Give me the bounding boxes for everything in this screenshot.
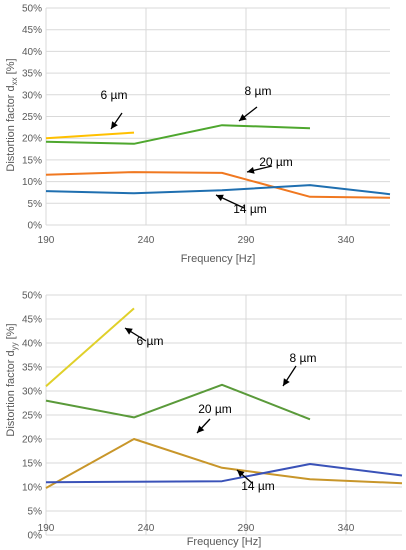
x-axis-title: Frequency [Hz]	[181, 253, 256, 265]
y-tick-label: 25%	[22, 112, 42, 123]
x-axis-title: Frequency [Hz]	[187, 536, 262, 548]
y-tick-labels: 0% 5% 10% 15% 20% 25% 30% 35% 40% 45% 50%	[22, 291, 42, 542]
y-tick-label: 45%	[22, 315, 42, 326]
y-tick-label: 0%	[28, 531, 43, 542]
series-label: 20 µm	[198, 402, 232, 416]
y-tick-label: 0%	[28, 221, 43, 232]
x-tick-label: 240	[138, 235, 155, 246]
y-axis-title-sub: xx	[10, 77, 19, 85]
y-tick-label: 35%	[22, 363, 42, 374]
x-tick-label: 290	[238, 523, 255, 534]
series-annotations: 6 µm 8 µm 20 µm 14 µm	[124, 327, 317, 493]
y-axis-title: Distortion factor dxx [%]	[5, 58, 19, 171]
y-tick-label: 40%	[22, 47, 42, 58]
grid-lines	[45, 294, 402, 536]
x-tick-label: 340	[338, 523, 355, 534]
y-tick-label: 25%	[22, 411, 42, 422]
annotation-arrowhead	[283, 378, 290, 386]
series-line-20m	[45, 171, 391, 199]
series-annotations: 6 µm 8 µm 20 µm 14 µm	[101, 84, 293, 216]
y-axis-title-unit: [%]	[5, 58, 17, 77]
annotation-arrowhead	[125, 328, 133, 335]
series-line-8m	[45, 383, 311, 421]
series-line-6m	[45, 307, 135, 387]
series-label: 8 µm	[245, 84, 272, 98]
series-label: 14 µm	[233, 202, 267, 216]
annotation-arrowhead	[216, 194, 224, 202]
x-tick-label: 190	[38, 523, 55, 534]
y-tick-label: 35%	[22, 69, 42, 80]
y-tick-label: 50%	[22, 4, 42, 15]
y-tick-label: 5%	[28, 199, 43, 210]
y-tick-label: 30%	[22, 387, 42, 398]
x-tick-label: 340	[338, 235, 355, 246]
y-axis-title-sub: yy	[10, 342, 19, 350]
y-axis-title: Distortion factor dyy [%]	[5, 323, 19, 436]
series-label: 20 µm	[259, 155, 293, 169]
chart-dxx: 0% 5% 10% 15% 20% 25% 30% 35% 40% 45% 50% 190 240 29…	[5, 4, 391, 265]
x-tick-labels: 190 240 290 340	[38, 235, 355, 246]
y-tick-label: 20%	[22, 134, 42, 145]
y-tick-label: 10%	[22, 483, 42, 494]
series-line-8m	[45, 124, 311, 145]
annotation-arrowhead	[239, 113, 247, 121]
series-label: 8 µm	[290, 351, 317, 365]
y-tick-label: 10%	[22, 177, 42, 188]
y-axis-title-unit: [%]	[5, 323, 17, 342]
y-tick-label: 30%	[22, 90, 42, 101]
x-tick-label: 290	[238, 235, 255, 246]
y-axis-title-main: Distortion factor d	[5, 350, 17, 436]
y-tick-label: 15%	[22, 459, 42, 470]
series-lines	[45, 124, 391, 199]
series-line-14m	[45, 184, 391, 196]
y-tick-label: 5%	[28, 507, 43, 518]
annotation-arrowhead	[247, 166, 255, 174]
series-label: 6 µm	[101, 88, 128, 102]
y-axis-title-main: Distortion factor d	[5, 85, 17, 171]
y-tick-labels: 0% 5% 10% 15% 20% 25% 30% 35% 40% 45% 50%	[22, 4, 42, 232]
chart-dyy: 0% 5% 10% 15% 20% 25% 30% 35% 40% 45% 50% 190 240 29…	[5, 291, 403, 548]
series-label: 14 µm	[241, 479, 275, 493]
series-line-6m	[45, 131, 135, 140]
y-tick-label: 50%	[22, 291, 42, 302]
y-tick-label: 45%	[22, 25, 42, 36]
annotation-arrowhead	[111, 121, 118, 129]
y-tick-label: 40%	[22, 339, 42, 350]
x-tick-labels: 190 240 290 340	[38, 523, 355, 534]
series-line-20m	[45, 438, 403, 489]
y-tick-label: 20%	[22, 435, 42, 446]
x-tick-label: 190	[38, 235, 55, 246]
annotation-arrowhead	[237, 470, 245, 478]
y-tick-label: 15%	[22, 155, 42, 166]
series-lines	[45, 307, 403, 489]
series-line-14m	[45, 463, 403, 484]
annotation-arrowhead	[197, 425, 205, 433]
x-tick-label: 240	[138, 523, 155, 534]
series-label: 6 µm	[137, 334, 164, 348]
